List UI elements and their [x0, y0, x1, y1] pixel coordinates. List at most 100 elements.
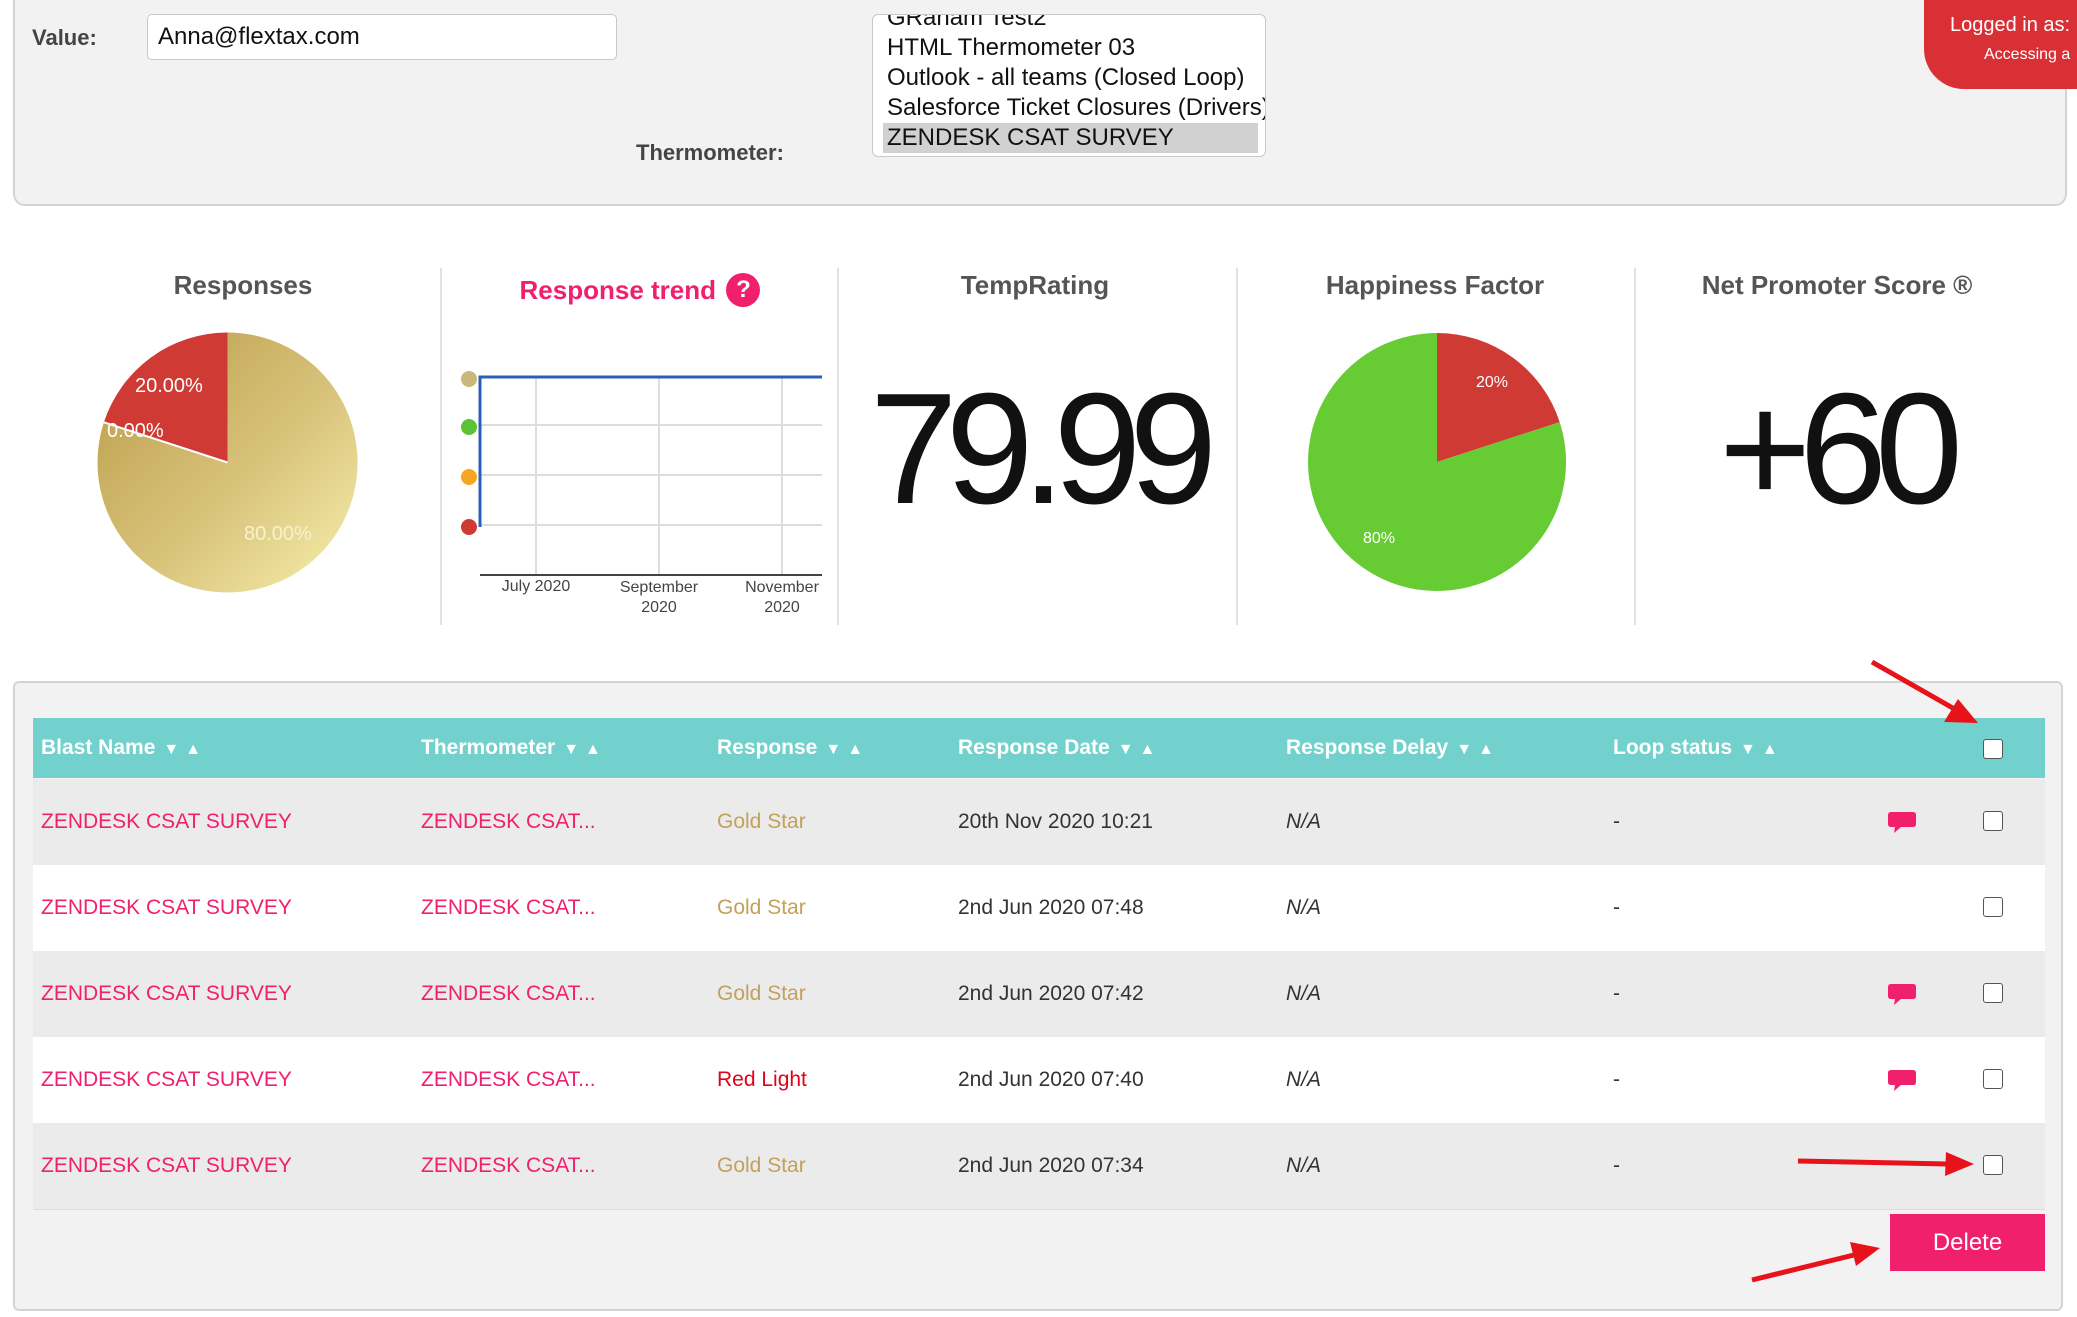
- stats-divider: [440, 268, 442, 625]
- thermometer-option[interactable]: ZENDESK CSAT SURVEY: [883, 123, 1258, 153]
- value-input[interactable]: [147, 14, 617, 60]
- thermometer-listbox[interactable]: GRaham Test2 HTML Thermometer 03 Outlook -…: [872, 14, 1266, 157]
- sort-arrows-icon[interactable]: ▼▲: [1117, 741, 1162, 758]
- thermometer-option[interactable]: Salesforce Ticket Closures (Drivers): [887, 94, 1266, 121]
- response-trend-title: Response trend: [519, 275, 717, 305]
- thermometer-link[interactable]: ZENDESK CSAT...: [421, 896, 596, 919]
- response-value: Red Light: [717, 1068, 807, 1091]
- delete-button[interactable]: Delete: [1890, 1214, 2045, 1271]
- thermometer-link[interactable]: ZENDESK CSAT...: [421, 982, 596, 1005]
- loop-status: -: [1613, 810, 1620, 833]
- row-select-checkbox[interactable]: [1983, 811, 2003, 831]
- blast-name-link[interactable]: ZENDESK CSAT SURVEY: [41, 1068, 292, 1091]
- logged-in-text: Logged in as:: [1950, 14, 2071, 36]
- response-delay: N/A: [1286, 810, 1322, 833]
- trend-line: [478, 375, 822, 527]
- sort-arrows-icon[interactable]: ▼▲: [163, 741, 208, 758]
- responses-label-zero: 0.00%: [107, 420, 164, 442]
- responses-label-red: 20.00%: [135, 375, 203, 397]
- happiness-slice-green: [1308, 333, 1567, 591]
- comment-icon[interactable]: [1887, 1069, 1917, 1093]
- stats-divider: [1634, 268, 1636, 625]
- table-row: ZENDESK CSAT SURVEY ZENDESK CSAT... Red Li…: [33, 1037, 2045, 1124]
- row-select-checkbox[interactable]: [1983, 983, 2003, 1003]
- accessing-text: Accessing a: [1984, 46, 2071, 63]
- trend-xlabel-september-month: September: [619, 579, 699, 596]
- responses-slice-red: [103, 332, 228, 463]
- column-header-response-delay[interactable]: Response Delay ▼▲: [1286, 718, 1500, 778]
- loop-status: -: [1613, 1154, 1620, 1177]
- sort-arrows-icon[interactable]: ▼▲: [563, 741, 607, 758]
- thermometer-option[interactable]: Outlook - all teams (Closed Loop): [887, 64, 1245, 91]
- loop-status: -: [1613, 1068, 1620, 1091]
- nps-value: +60: [1718, 361, 1963, 537]
- blast-name-link[interactable]: ZENDESK CSAT SURVEY: [41, 982, 292, 1005]
- happiness-label-green: 80%: [1363, 530, 1396, 547]
- thermometer-label: Thermometer:: [636, 140, 784, 165]
- blast-name-link[interactable]: ZENDESK CSAT SURVEY: [41, 896, 292, 919]
- stats-divider: [1236, 268, 1238, 625]
- response-date: 2nd Jun 2020 07:48: [958, 896, 1144, 919]
- thermometer-link[interactable]: ZENDESK CSAT...: [421, 810, 596, 833]
- column-header-thermometer[interactable]: Thermometer ▼▲: [421, 718, 607, 778]
- trend-xlabel-july: July 2020: [501, 578, 571, 595]
- trend-xlabel-november: November 2020: [726, 578, 838, 618]
- trend-dot-amber: [461, 469, 477, 485]
- row-select-checkbox[interactable]: [1983, 1069, 2003, 1089]
- comment-icon[interactable]: [1887, 811, 1917, 835]
- response-date: 2nd Jun 2020 07:42: [958, 982, 1144, 1005]
- table-row: ZENDESK CSAT SURVEY ZENDESK CSAT... Gold S…: [33, 779, 2045, 866]
- table-row: ZENDESK CSAT SURVEY ZENDESK CSAT... Gold S…: [33, 951, 2045, 1038]
- trend-gridlines: [480, 377, 822, 575]
- help-icon[interactable]: ?: [726, 273, 761, 307]
- sort-arrows-icon[interactable]: ▼▲: [825, 741, 870, 758]
- column-header-response[interactable]: Response ▼▲: [717, 718, 869, 778]
- response-delay: N/A: [1286, 896, 1322, 919]
- blast-name-link[interactable]: ZENDESK CSAT SURVEY: [41, 1154, 292, 1177]
- trend-dot-red: [461, 519, 477, 535]
- sort-arrows-icon[interactable]: ▼▲: [1456, 741, 1500, 758]
- thermometer-option[interactable]: HTML Thermometer 03: [887, 34, 1136, 61]
- trend-xlabel-september: September 2020: [603, 578, 715, 618]
- thermometer-link[interactable]: ZENDESK CSAT...: [421, 1068, 596, 1091]
- loop-status: -: [1613, 896, 1620, 919]
- thermometer-link[interactable]: ZENDESK CSAT...: [421, 1154, 596, 1177]
- response-date: 2nd Jun 2020 07:40: [958, 1068, 1144, 1091]
- response-date: 2nd Jun 2020 07:34: [958, 1154, 1144, 1177]
- happiness-label-red: 20%: [1476, 374, 1509, 391]
- happiness-pie-chart: [1308, 333, 1567, 591]
- select-all-checkbox[interactable]: [1983, 739, 2003, 759]
- column-header-response-date[interactable]: Response Date ▼▲: [958, 718, 1161, 778]
- response-trend-chart: [461, 371, 822, 576]
- happiness-title: Happiness Factor: [1325, 270, 1545, 300]
- trend-xlabel-november-year: 2020: [764, 599, 800, 616]
- thermometer-option[interactable]: GRaham Test2: [887, 14, 1047, 31]
- response-value: Gold Star: [717, 1154, 806, 1177]
- value-label: Value:: [32, 25, 97, 50]
- comment-icon[interactable]: [1887, 983, 1917, 1007]
- response-trend-header: Response trend ?: [460, 273, 820, 307]
- row-select-checkbox[interactable]: [1983, 1155, 2003, 1175]
- column-header-loop-status[interactable]: Loop status ▼▲: [1613, 718, 1784, 778]
- logged-in-badge: Logged in as: Accessing a: [1924, 0, 2077, 89]
- row-select-checkbox[interactable]: [1983, 897, 2003, 917]
- sort-arrows-icon[interactable]: ▼▲: [1740, 741, 1784, 758]
- responses-slice-gold: [97, 332, 358, 593]
- response-delay: N/A: [1286, 982, 1322, 1005]
- column-label: Response Date: [958, 736, 1110, 759]
- nps-title: Net Promoter Score ®: [1701, 270, 1973, 300]
- temprating-value: 79.99: [869, 361, 1217, 537]
- table-row: ZENDESK CSAT SURVEY ZENDESK CSAT... Gold S…: [33, 865, 2045, 952]
- column-label: Thermometer: [421, 736, 556, 759]
- column-label: Blast Name: [41, 736, 156, 759]
- trend-dot-gold: [461, 371, 477, 387]
- response-value: Gold Star: [717, 982, 806, 1005]
- responses-slice-zero: [103, 421, 228, 464]
- loop-status: -: [1613, 982, 1620, 1005]
- blast-name-link[interactable]: ZENDESK CSAT SURVEY: [41, 810, 292, 833]
- response-delay: N/A: [1286, 1154, 1322, 1177]
- column-header-blast-name[interactable]: Blast Name ▼▲: [41, 718, 207, 778]
- column-label: Loop status: [1613, 736, 1732, 759]
- responses-pie-chart: [97, 332, 358, 593]
- column-label: Response Delay: [1286, 736, 1449, 759]
